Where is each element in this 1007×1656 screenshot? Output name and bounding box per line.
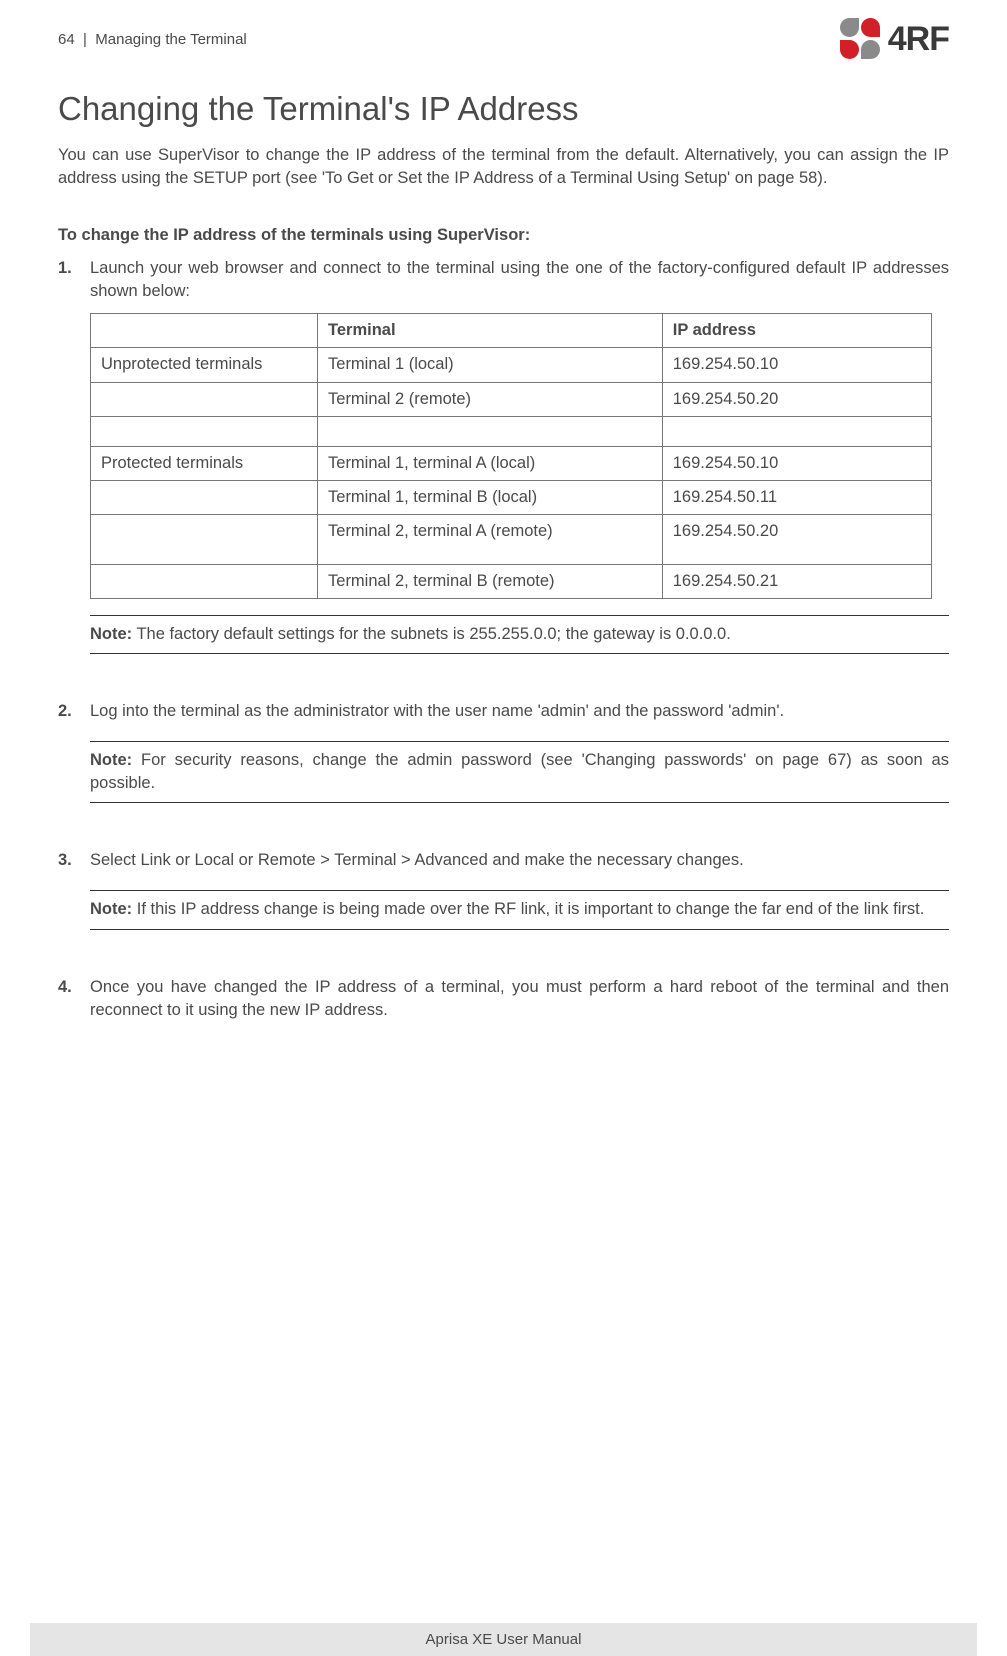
logo-text: 4RF [888, 20, 949, 59]
procedure-heading: To change the IP address of the terminal… [58, 226, 949, 245]
table-cell: Terminal 1 (local) [318, 348, 663, 382]
note-label: Note: [90, 751, 132, 769]
step-4: 4. Once you have changed the IP address … [58, 976, 949, 1022]
page-title: Changing the Terminal's IP Address [58, 90, 949, 128]
table-cell: Terminal 1, terminal B (local) [318, 480, 663, 514]
table-row: Protected terminals Terminal 1, terminal… [91, 446, 932, 480]
note-text: For security reasons, change the admin p… [90, 751, 949, 792]
table-cell: 169.254.50.10 [662, 446, 931, 480]
table-row [91, 416, 932, 446]
table-cell: 169.254.50.20 [662, 382, 931, 416]
table-cell: Terminal 1, terminal A (local) [318, 446, 663, 480]
table-cell [91, 382, 318, 416]
table-cell: Terminal 2, terminal B (remote) [318, 564, 663, 598]
step-2: 2. Log into the terminal as the administ… [58, 700, 949, 825]
page-header: 64 | Managing the Terminal 4RF [0, 0, 1007, 60]
table-cell: 169.254.50.11 [662, 480, 931, 514]
page-footer: Aprisa XE User Manual [30, 1623, 977, 1656]
step-number: 4. [58, 976, 76, 1022]
ip-address-table: Terminal IP address Unprotected terminal… [90, 313, 932, 599]
logo: 4RF [840, 18, 949, 60]
procedure-list: 1. Launch your web browser and connect t… [58, 257, 949, 1022]
page-content: Changing the Terminal's IP Address You c… [0, 60, 1007, 1022]
table-cell [662, 416, 931, 446]
table-cell: 169.254.50.21 [662, 564, 931, 598]
step-text: Launch your web browser and connect to t… [90, 259, 949, 300]
table-header [91, 314, 318, 348]
page-number: 64 [58, 31, 75, 48]
step-number: 3. [58, 849, 76, 951]
table-cell: 169.254.50.10 [662, 348, 931, 382]
step-text: Once you have changed the IP address of … [90, 978, 949, 1019]
table-cell: Terminal 2 (remote) [318, 382, 663, 416]
table-cell: Unprotected terminals [91, 348, 318, 382]
table-cell [318, 416, 663, 446]
step-3: 3. Select Link or Local or Remote > Term… [58, 849, 949, 951]
note-3: Note: If this IP address change is being… [90, 890, 949, 929]
step-1: 1. Launch your web browser and connect t… [58, 257, 949, 676]
table-cell: Protected terminals [91, 446, 318, 480]
note-label: Note: [90, 625, 132, 643]
note-label: Note: [90, 900, 132, 918]
table-row: Terminal 2 (remote) 169.254.50.20 [91, 382, 932, 416]
table-cell: 169.254.50.20 [662, 514, 931, 564]
table-cell [91, 514, 318, 564]
table-cell [91, 480, 318, 514]
step-number: 1. [58, 257, 76, 676]
logo-icon [840, 18, 882, 60]
header-text: 64 | Managing the Terminal [58, 31, 247, 48]
step-number: 2. [58, 700, 76, 825]
step-text: Log into the terminal as the administrat… [90, 702, 784, 720]
table-cell: Terminal 2, terminal A (remote) [318, 514, 663, 564]
table-row: Terminal 2, terminal B (remote) 169.254.… [91, 564, 932, 598]
table-header: IP address [662, 314, 931, 348]
table-row: Terminal 1, terminal B (local) 169.254.5… [91, 480, 932, 514]
note-text: If this IP address change is being made … [132, 900, 924, 918]
table-row: Terminal 2, terminal A (remote) 169.254.… [91, 514, 932, 564]
table-header: Terminal [318, 314, 663, 348]
note-2: Note: For security reasons, change the a… [90, 741, 949, 803]
table-cell [91, 416, 318, 446]
step-text: Select Link or Local or Remote > Termina… [90, 851, 744, 869]
note-text: The factory default settings for the sub… [132, 625, 731, 643]
note-1: Note: The factory default settings for t… [90, 615, 949, 654]
table-cell [91, 564, 318, 598]
section-title: Managing the Terminal [95, 31, 246, 48]
intro-paragraph: You can use SuperVisor to change the IP … [58, 144, 949, 190]
table-header-row: Terminal IP address [91, 314, 932, 348]
table-row: Unprotected terminals Terminal 1 (local)… [91, 348, 932, 382]
